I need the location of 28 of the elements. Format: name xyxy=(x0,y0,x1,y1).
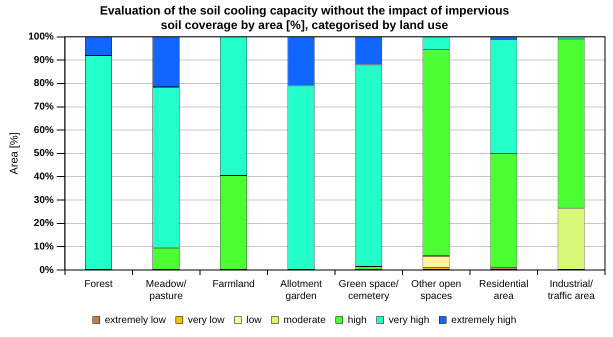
legend-label: high xyxy=(348,314,367,326)
x-tick-label: Allotment garden xyxy=(280,278,322,302)
x-tick-label: Green space/ cemetery xyxy=(338,278,399,302)
y-tick-label: 80% xyxy=(34,78,54,90)
legend-label: extremely low xyxy=(104,314,167,326)
y-tick-label: 100% xyxy=(28,32,54,43)
legend-label: very low xyxy=(188,314,226,326)
y-tick-label: 50% xyxy=(34,148,54,160)
y-axis-title: Area [%] xyxy=(8,132,21,174)
y-tick-label: 40% xyxy=(34,171,54,182)
x-tick-label: Meadow/ pasture xyxy=(146,278,187,302)
x-tick-label: Residential area xyxy=(478,278,528,302)
y-tick-label: 10% xyxy=(34,241,54,252)
legend-label: extremely high xyxy=(451,314,516,326)
legend-label: very high xyxy=(388,314,430,326)
y-tick-label: 30% xyxy=(34,194,54,206)
x-tick-label: Industrial/ traffic area xyxy=(548,278,596,302)
x-tick-label: Farmland xyxy=(212,278,255,290)
legend-label: low xyxy=(246,314,262,326)
chart-title: Evaluation of the soil cooling capacity without the impact of impervious soil coverage by area [%], categorised by land use xyxy=(100,4,510,32)
y-tick-label: 20% xyxy=(34,218,54,230)
y-tick-label: 90% xyxy=(34,54,54,66)
x-tick-label: Forest xyxy=(84,278,113,290)
x-tick-label: Other open spaces xyxy=(411,278,462,302)
y-tick-label: 60% xyxy=(34,124,54,136)
y-tick-label: 0% xyxy=(39,264,54,276)
legend-label: moderate xyxy=(284,314,326,326)
y-tick-label: 70% xyxy=(34,102,54,113)
